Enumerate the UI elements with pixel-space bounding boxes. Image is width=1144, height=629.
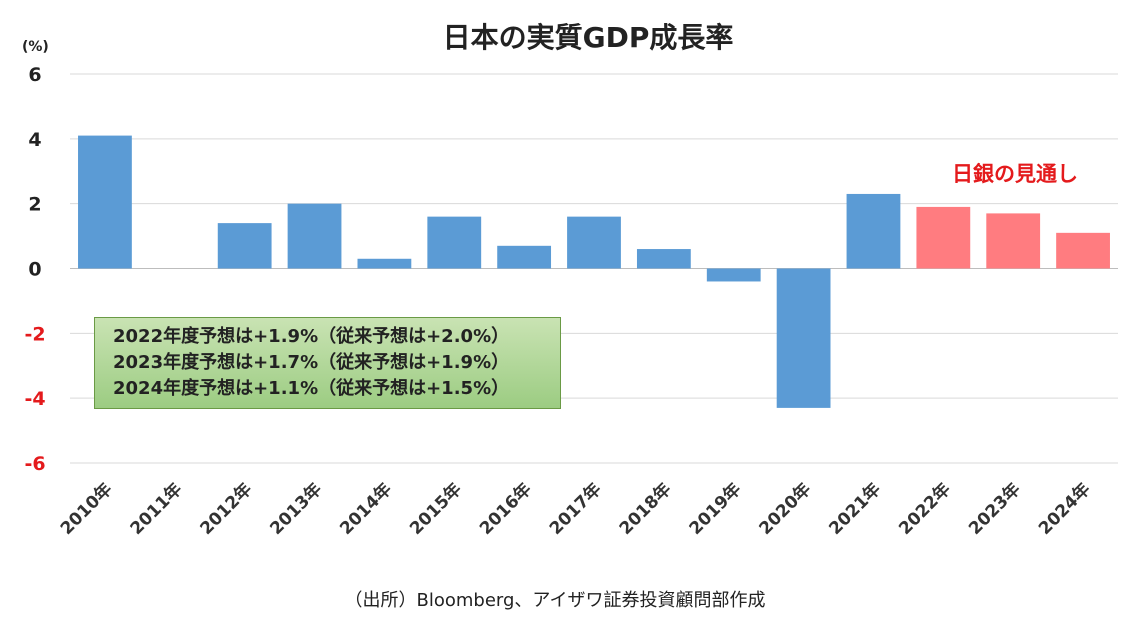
y-unit-label: (%) (22, 39, 49, 55)
x-tick-label: 2018年 (615, 479, 675, 539)
y-axis-ticks: 6 4 2 0 -2 -4 -6 (24, 64, 45, 475)
x-tick-label: 2010年 (56, 479, 116, 539)
y-tick-label: -4 (24, 388, 45, 410)
bar (287, 203, 342, 269)
bar (986, 213, 1041, 269)
bar (357, 258, 412, 269)
bar (916, 206, 971, 269)
bar (497, 245, 552, 269)
callout-line-2022: 2022年度予想は+1.9%（従来予想は+2.0%） (113, 326, 510, 347)
source-note: （出所）Bloomberg、アイザワ証券投資顧問部作成 (344, 590, 765, 611)
x-tick-label: 2015年 (405, 479, 465, 539)
x-tick-label: 2019年 (685, 479, 745, 539)
y-tick-label: 6 (28, 64, 41, 86)
bar (78, 135, 132, 269)
bars (78, 135, 1110, 408)
x-tick-label: 2016年 (475, 479, 535, 539)
x-tick-label: 2017年 (545, 479, 605, 539)
y-tick-label: -2 (24, 323, 45, 345)
x-tick-label: 2014年 (336, 479, 396, 539)
y-tick-label: 2 (28, 194, 41, 216)
x-tick-label: 2011年 (126, 479, 186, 539)
y-tick-label: 0 (28, 259, 41, 281)
x-tick-label: 2023年 (964, 479, 1024, 539)
boj-outlook-annotation: 日銀の見通し (952, 162, 1078, 186)
chart-title: 日本の実質GDP成長率 (443, 21, 734, 54)
y-tick-label: -6 (24, 453, 45, 475)
x-tick-label: 2021年 (825, 479, 885, 539)
x-tick-label: 2024年 (1034, 479, 1094, 539)
bar (776, 268, 831, 408)
bar (567, 216, 621, 269)
bar (846, 193, 901, 269)
bar (217, 223, 272, 269)
callout-line-2023: 2023年度予想は+1.7%（従来予想は+1.9%） (113, 352, 510, 373)
bar (1056, 232, 1110, 269)
x-tick-label: 2022年 (895, 479, 955, 539)
x-axis-ticks: 2010年 2011年 2012年 2013年 2014年 2015年 2016年 2017年… (56, 479, 1094, 539)
forecast-callout-box: 2022年度予想は+1.9%（従来予想は+2.0%） 2023年度予想は+1.7… (94, 317, 561, 409)
bar (427, 216, 482, 269)
x-tick-label: 2012年 (196, 479, 256, 539)
callout-line-2024: 2024年度予想は+1.1%（従来予想は+1.5%） (113, 378, 510, 399)
bar (706, 268, 761, 282)
x-tick-label: 2020年 (755, 479, 815, 539)
y-tick-label: 4 (28, 129, 41, 151)
bar (636, 249, 691, 269)
x-tick-label: 2013年 (266, 479, 326, 539)
